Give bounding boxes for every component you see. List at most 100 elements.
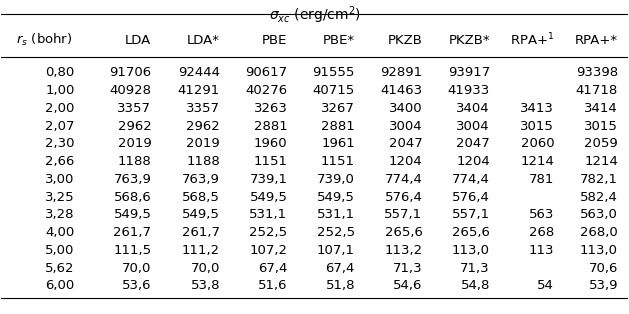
Text: 54,6: 54,6 [393, 279, 423, 292]
Text: 3263: 3263 [253, 102, 287, 115]
Text: 53,8: 53,8 [191, 279, 220, 292]
Text: 739,0: 739,0 [317, 173, 355, 186]
Text: 70,0: 70,0 [122, 262, 152, 275]
Text: 92444: 92444 [178, 67, 220, 79]
Text: 1188: 1188 [118, 155, 152, 168]
Text: 5,00: 5,00 [45, 244, 75, 257]
Text: 111,2: 111,2 [182, 244, 220, 257]
Text: 53,9: 53,9 [589, 279, 618, 292]
Text: 781: 781 [529, 173, 554, 186]
Text: 576,4: 576,4 [452, 191, 490, 204]
Text: 41291: 41291 [178, 84, 220, 97]
Text: 2962: 2962 [186, 120, 220, 133]
Text: 4,00: 4,00 [45, 226, 75, 239]
Text: 261,7: 261,7 [182, 226, 220, 239]
Text: 41463: 41463 [381, 84, 423, 97]
Text: 252,5: 252,5 [249, 226, 287, 239]
Text: 549,5: 549,5 [317, 191, 355, 204]
Text: 2881: 2881 [253, 120, 287, 133]
Text: 67,4: 67,4 [326, 262, 355, 275]
Text: 71,3: 71,3 [393, 262, 423, 275]
Text: 91706: 91706 [109, 67, 152, 79]
Text: LDA: LDA [125, 34, 152, 47]
Text: PBE: PBE [262, 34, 287, 47]
Text: 113: 113 [529, 244, 554, 257]
Text: 576,4: 576,4 [384, 191, 423, 204]
Text: 2019: 2019 [118, 138, 152, 150]
Text: 268,0: 268,0 [581, 226, 618, 239]
Text: 2019: 2019 [186, 138, 220, 150]
Text: 54: 54 [537, 279, 554, 292]
Text: 2059: 2059 [584, 138, 618, 150]
Text: 2047: 2047 [389, 138, 423, 150]
Text: 113,2: 113,2 [384, 244, 423, 257]
Text: 41933: 41933 [448, 84, 490, 97]
Text: 268: 268 [529, 226, 554, 239]
Text: 93398: 93398 [576, 67, 618, 79]
Text: 563: 563 [529, 208, 554, 221]
Text: 557,1: 557,1 [384, 208, 423, 221]
Text: 568,6: 568,6 [114, 191, 152, 204]
Text: 53,6: 53,6 [122, 279, 152, 292]
Text: 90617: 90617 [245, 67, 287, 79]
Text: 1188: 1188 [186, 155, 220, 168]
Text: 1,00: 1,00 [45, 84, 75, 97]
Text: 1151: 1151 [321, 155, 355, 168]
Text: 549,5: 549,5 [113, 208, 152, 221]
Text: 113,0: 113,0 [452, 244, 490, 257]
Text: 563,0: 563,0 [580, 208, 618, 221]
Text: 763,9: 763,9 [113, 173, 152, 186]
Text: 67,4: 67,4 [258, 262, 287, 275]
Text: 41718: 41718 [576, 84, 618, 97]
Text: 3357: 3357 [118, 102, 152, 115]
Text: 40276: 40276 [245, 84, 287, 97]
Text: 1204: 1204 [456, 155, 490, 168]
Text: 1214: 1214 [584, 155, 618, 168]
Text: 2,00: 2,00 [45, 102, 75, 115]
Text: 92891: 92891 [381, 67, 423, 79]
Text: 40928: 40928 [109, 84, 152, 97]
Text: 2047: 2047 [456, 138, 490, 150]
Text: 774,4: 774,4 [384, 173, 423, 186]
Text: RPA+$^1$: RPA+$^1$ [510, 32, 554, 49]
Text: 3015: 3015 [520, 120, 554, 133]
Text: 2962: 2962 [118, 120, 152, 133]
Text: 2060: 2060 [521, 138, 554, 150]
Text: $\sigma_{xc}$ (erg/cm$^2$): $\sigma_{xc}$ (erg/cm$^2$) [269, 5, 360, 26]
Text: 3267: 3267 [321, 102, 355, 115]
Text: 3015: 3015 [584, 120, 618, 133]
Text: 93917: 93917 [448, 67, 490, 79]
Text: 51,8: 51,8 [325, 279, 355, 292]
Text: 91555: 91555 [313, 67, 355, 79]
Text: 6,00: 6,00 [45, 279, 75, 292]
Text: 0,80: 0,80 [45, 67, 75, 79]
Text: 2,07: 2,07 [45, 120, 75, 133]
Text: 252,5: 252,5 [317, 226, 355, 239]
Text: 111,5: 111,5 [113, 244, 152, 257]
Text: 71,3: 71,3 [460, 262, 490, 275]
Text: 40715: 40715 [313, 84, 355, 97]
Text: 739,1: 739,1 [250, 173, 287, 186]
Text: 582,4: 582,4 [580, 191, 618, 204]
Text: 70,6: 70,6 [589, 262, 618, 275]
Text: 3,00: 3,00 [45, 173, 75, 186]
Text: 3404: 3404 [457, 102, 490, 115]
Text: 107,2: 107,2 [250, 244, 287, 257]
Text: 1204: 1204 [389, 155, 423, 168]
Text: 782,1: 782,1 [580, 173, 618, 186]
Text: 265,6: 265,6 [452, 226, 490, 239]
Text: 3,25: 3,25 [45, 191, 75, 204]
Text: 113,0: 113,0 [580, 244, 618, 257]
Text: PKZB*: PKZB* [448, 34, 490, 47]
Text: 70,0: 70,0 [191, 262, 220, 275]
Text: 2,30: 2,30 [45, 138, 75, 150]
Text: 3400: 3400 [389, 102, 423, 115]
Text: 1151: 1151 [253, 155, 287, 168]
Text: 3413: 3413 [520, 102, 554, 115]
Text: 2,66: 2,66 [45, 155, 75, 168]
Text: 531,1: 531,1 [249, 208, 287, 221]
Text: 5,62: 5,62 [45, 262, 75, 275]
Text: 3414: 3414 [584, 102, 618, 115]
Text: 3,28: 3,28 [45, 208, 75, 221]
Text: 265,6: 265,6 [384, 226, 423, 239]
